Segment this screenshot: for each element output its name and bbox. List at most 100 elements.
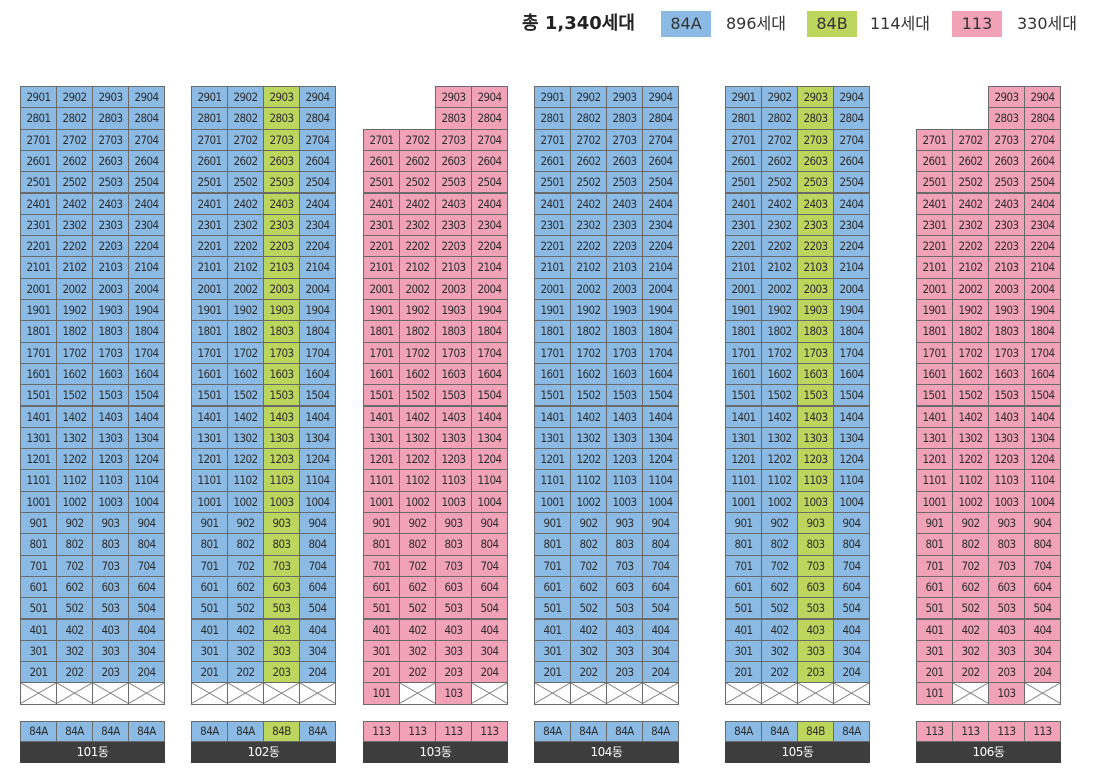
- unit-cell: 1103: [988, 469, 1025, 492]
- unit-cell: 1104: [299, 469, 336, 492]
- unit-cell: 1103: [606, 469, 643, 492]
- unit-cell: 1901: [191, 299, 228, 322]
- unit-cell: 1703: [988, 341, 1025, 364]
- unit-cell: 202: [761, 661, 798, 684]
- unit-cell: 1401: [363, 405, 400, 428]
- unit-cell: 504: [128, 597, 165, 620]
- unit-cell: 304: [299, 639, 336, 663]
- unit-cell: 2604: [1024, 149, 1061, 173]
- unit-type-cell: 84A: [299, 721, 336, 742]
- unit-cell: 2403: [263, 192, 300, 215]
- unit-cell: 1801: [725, 320, 762, 343]
- unit-cell: 2904: [833, 86, 870, 109]
- unit-type-cell: 113: [988, 721, 1025, 742]
- unit-cell: 1102: [952, 469, 989, 492]
- unit-cell: 1503: [435, 384, 472, 407]
- unit-cell: 1901: [725, 299, 762, 322]
- unit-cell: 402: [952, 618, 989, 641]
- unit-cell: 1604: [833, 362, 870, 386]
- unit-cell: 1003: [797, 490, 834, 513]
- unit-cell: 1602: [56, 362, 93, 386]
- unit-cell: 2501: [725, 171, 762, 194]
- unit-cell: 201: [363, 661, 400, 684]
- unit-cell: 1004: [833, 490, 870, 513]
- unit-cell: 2604: [642, 149, 679, 173]
- unit-cell: 504: [299, 597, 336, 620]
- unit-cell: 2904: [128, 86, 165, 109]
- unit-cell: 2102: [399, 256, 436, 279]
- unit-cell: 1704: [1024, 341, 1061, 364]
- unit-cell: 802: [399, 533, 436, 556]
- unit-cell: 2302: [56, 213, 93, 237]
- unit-cell: 1802: [56, 320, 93, 343]
- unit-cell: 1501: [725, 384, 762, 407]
- unit-cell: 2303: [797, 213, 834, 237]
- unit-cell: 2303: [92, 213, 129, 237]
- unit-cell: 202: [952, 661, 989, 684]
- unit-cell: 2302: [761, 213, 798, 237]
- unit-cell: 1204: [128, 448, 165, 471]
- unit-cell: 1502: [570, 384, 607, 407]
- unit-cell: 2201: [916, 235, 953, 258]
- unit-cell: 903: [606, 512, 643, 535]
- unit-cell: 1602: [227, 362, 264, 386]
- unit-cell: 404: [833, 618, 870, 641]
- unit-cell: 2304: [471, 213, 508, 237]
- unit-cell: 2404: [833, 192, 870, 215]
- legend-swatch-84b: 84B: [807, 11, 857, 37]
- unit-cell: 2001: [916, 277, 953, 300]
- unit-cell: 2204: [642, 235, 679, 258]
- unit-cell: 402: [56, 618, 93, 641]
- unit-cell: 502: [952, 597, 989, 620]
- unit-cell: 702: [399, 554, 436, 577]
- unit-cell: 2703: [606, 128, 643, 151]
- unit-cell: 502: [56, 597, 93, 620]
- unit-cell: 303: [606, 639, 643, 663]
- unit-cell: 1403: [797, 405, 834, 428]
- unit-cell: 1502: [761, 384, 798, 407]
- unit-cell: 2304: [299, 213, 336, 237]
- unit-cell: 2701: [534, 128, 571, 151]
- unit-cell: 401: [363, 618, 400, 641]
- unit-cell: 903: [263, 512, 300, 535]
- building-label: 104동: [534, 742, 679, 763]
- unit-cell: 902: [56, 512, 93, 535]
- unit-cell: 1803: [92, 320, 129, 343]
- unit-cell: 1904: [299, 299, 336, 322]
- unit-cell: 2101: [363, 256, 400, 279]
- unit-cell: 803: [435, 533, 472, 556]
- unit-cell: 1601: [725, 362, 762, 386]
- unit-cell: 1204: [1024, 448, 1061, 471]
- unit-cell: 1104: [471, 469, 508, 492]
- unit-type-cell: 113: [435, 721, 472, 742]
- unit-cell: 2401: [725, 192, 762, 215]
- unit-cell: 1204: [833, 448, 870, 471]
- building-label: 105동: [725, 742, 870, 763]
- unit-cell: 1902: [570, 299, 607, 322]
- unit-cell: 1601: [916, 362, 953, 386]
- empty-unit-cross-icon: [128, 682, 165, 705]
- unit-cell: 1303: [988, 426, 1025, 450]
- unit-cell: 1402: [761, 405, 798, 428]
- unit-cell: 2001: [534, 277, 571, 300]
- unit-cell: 802: [227, 533, 264, 556]
- unit-cell: 2002: [399, 277, 436, 300]
- unit-cell: 1001: [534, 490, 571, 513]
- unit-cell: 1703: [263, 341, 300, 364]
- unit-cell: 1002: [570, 490, 607, 513]
- unit-cell: 2501: [191, 171, 228, 194]
- unit-cell: 602: [761, 575, 798, 599]
- unit-cell: 1404: [128, 405, 165, 428]
- unit-cell: 1502: [952, 384, 989, 407]
- unit-cell: 1004: [471, 490, 508, 513]
- unit-cell: 503: [606, 597, 643, 620]
- unit-cell: 2203: [435, 235, 472, 258]
- unit-cell: 2901: [725, 86, 762, 109]
- unit-cell: 304: [471, 639, 508, 663]
- unit-cell: 2002: [227, 277, 264, 300]
- unit-cell: 1701: [916, 341, 953, 364]
- unit-cell: 1702: [56, 341, 93, 364]
- unit-cell: 1303: [797, 426, 834, 450]
- unit-cell: 2703: [988, 128, 1025, 151]
- unit-cell: 2104: [1024, 256, 1061, 279]
